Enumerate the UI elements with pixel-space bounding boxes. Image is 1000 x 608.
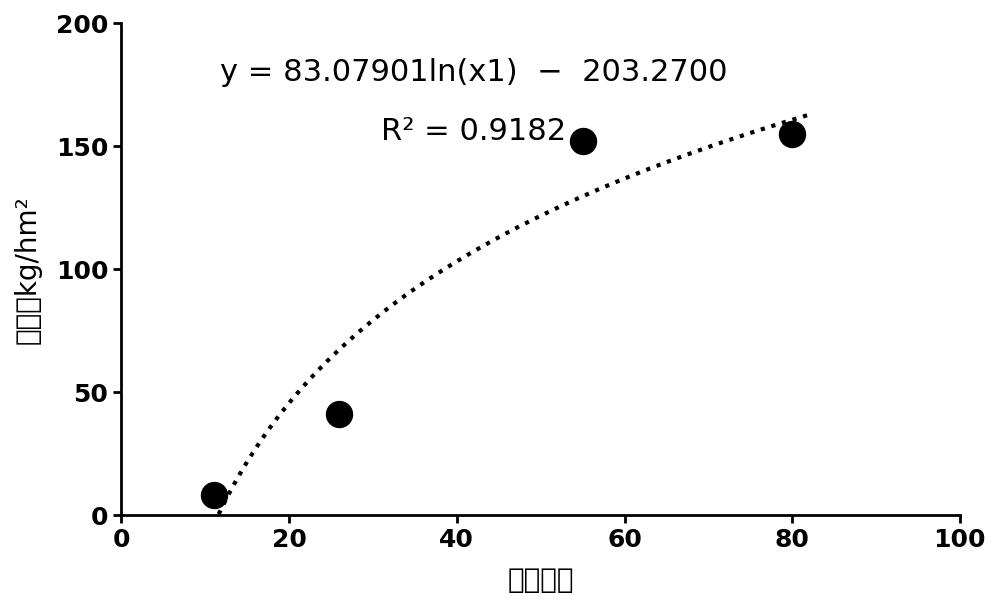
Text: R² = 0.9182: R² = 0.9182 — [381, 117, 566, 146]
Point — [784, 129, 800, 139]
X-axis label: 定値天数: 定値天数 — [507, 566, 574, 594]
Point — [575, 137, 591, 147]
Text: y = 83.07901ln(x1)  −  203.2700: y = 83.07901ln(x1) − 203.2700 — [220, 58, 727, 87]
Y-axis label: 吸氮量kg/hm²: 吸氮量kg/hm² — [14, 195, 42, 344]
Point — [331, 409, 347, 419]
Point — [206, 491, 222, 500]
